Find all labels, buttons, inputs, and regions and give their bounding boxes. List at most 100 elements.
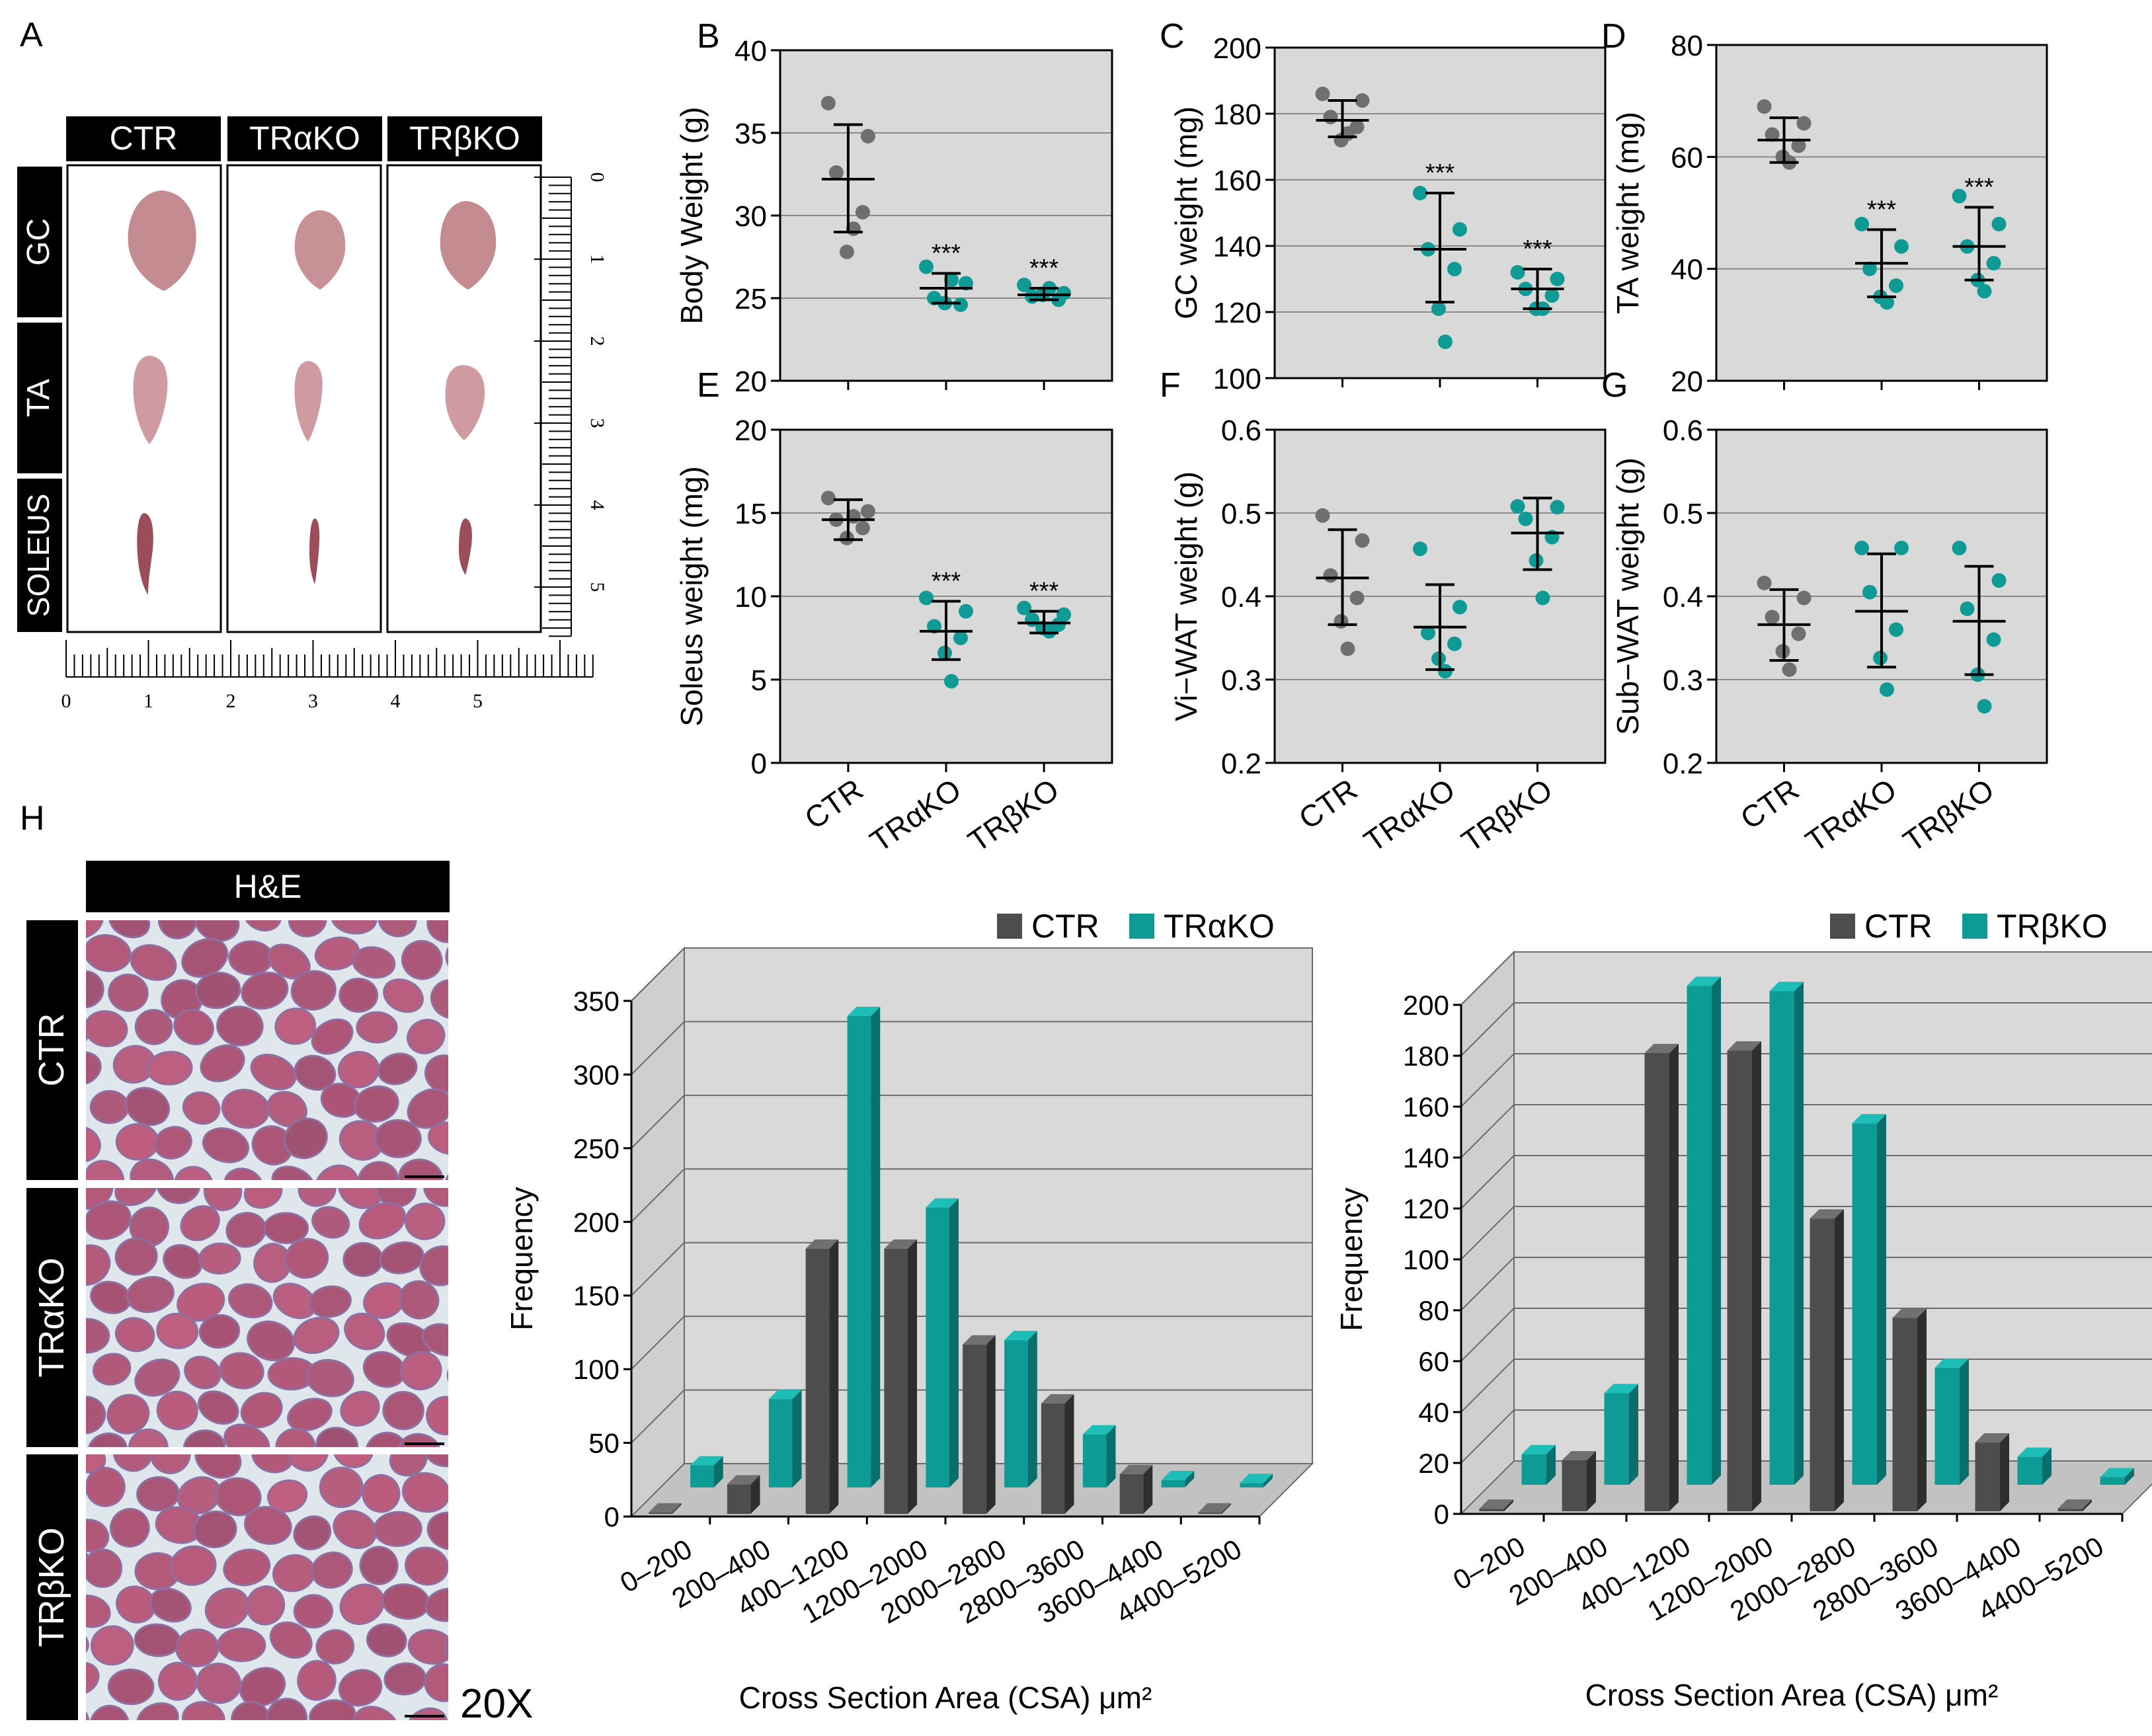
data-point (1340, 641, 1355, 656)
row-header-gc-bg (17, 167, 62, 317)
bar-ctr-side (2083, 1499, 2092, 1511)
soleus-muscle-trako (309, 518, 320, 584)
data-point (1042, 623, 1057, 639)
y-tick-label: 50 (588, 1428, 619, 1459)
x-group-label: TRαKO (863, 772, 967, 859)
muscle-fiber (86, 1595, 111, 1628)
bar-ko-top (2017, 1447, 2052, 1457)
col-header-trbko: TRβKO (409, 120, 520, 157)
muscle-fiber (378, 920, 417, 937)
bar-ctr-side (829, 1239, 839, 1514)
data-point (1757, 575, 1772, 590)
ruler-vertical: 0 1 2 3 4 5 (534, 173, 608, 637)
muscle-fiber (217, 1628, 266, 1663)
bar-ko-side (2125, 1468, 2134, 1485)
muscle-fiber (266, 1091, 307, 1128)
muscle-fiber (86, 1703, 90, 1720)
hist-row-trako: TRαKO (32, 1257, 71, 1377)
y-tick-label: 40 (735, 35, 767, 67)
data-point (944, 272, 959, 288)
bar-ctr (1892, 1318, 1917, 1511)
muscle-fiber (182, 1429, 226, 1447)
muscle-fiber (407, 1629, 448, 1665)
bar-ko-top (2100, 1468, 2134, 1478)
data-point (1349, 590, 1365, 606)
data-point (1796, 590, 1812, 606)
muscle-fiber (331, 920, 378, 935)
muscle-fiber (366, 1623, 407, 1657)
muscle-fiber (491, 1398, 530, 1431)
hist-row-trbko: TRβKO (32, 1527, 71, 1647)
data-point (1880, 295, 1894, 310)
bar-ko (1934, 1367, 1960, 1485)
data-point (1991, 216, 2007, 231)
ta-muscle-trako (294, 361, 323, 442)
panel-letter-e: E (697, 366, 720, 405)
muscle-fiber (333, 1454, 374, 1468)
gridline-side (1460, 1359, 1515, 1413)
legend-swatch-ko (1129, 914, 1154, 939)
bar-ko (1769, 991, 1794, 1485)
data-point (1862, 584, 1877, 600)
muscle-fiber (134, 1009, 173, 1045)
muscle-fiber (40, 861, 87, 906)
bar-ko-side (871, 1006, 881, 1487)
bar-ctr-side (1064, 1394, 1074, 1514)
muscle-fiber (451, 1089, 498, 1134)
muscle-fiber (130, 1158, 175, 1180)
bar-ko-side (1629, 1384, 1638, 1485)
muscle-fiber (466, 896, 517, 935)
x-group-label: CTR (1293, 772, 1363, 836)
muscle-fiber (293, 1594, 334, 1629)
data-point (1355, 533, 1370, 548)
legend-label-ctr: CTR (1864, 908, 1933, 945)
data-point (1894, 540, 1909, 555)
y-tick-label: 80 (1418, 1295, 1449, 1326)
bar-ko (926, 1207, 949, 1487)
muscle-fiber (240, 1392, 283, 1429)
ruler-v-label: 0 (586, 173, 608, 182)
muscle-fiber (305, 1359, 354, 1398)
y-tick-label: 80 (1671, 30, 1703, 62)
muscle-fiber (114, 1317, 155, 1353)
bar-ctr-side (1587, 1451, 1596, 1511)
data-point (1889, 622, 1903, 637)
bar-ko (768, 1399, 793, 1487)
muscle-fiber (421, 1323, 448, 1357)
data-point (860, 129, 875, 143)
bar-ctr-top (884, 1239, 917, 1249)
muscle-fiber (471, 1513, 518, 1557)
y-tick-label: 20 (735, 366, 767, 398)
y-tick-label: 20 (735, 414, 767, 447)
bar-ko (2100, 1477, 2125, 1485)
x-group-label: TRαKO (1799, 772, 1902, 859)
muscle-fiber (110, 1508, 150, 1548)
data-point (839, 245, 854, 259)
bar-ctr-top (1644, 1044, 1679, 1053)
muscle-fiber (244, 1506, 292, 1545)
gc-muscle-ctr (128, 190, 196, 291)
muscle-fiber (241, 971, 289, 1010)
panel-letter-a: A (20, 16, 43, 54)
gridline-side (631, 947, 685, 1002)
legend-label-ko: TRβKO (1997, 908, 2108, 945)
muscle-fiber (319, 1466, 364, 1509)
muscle-fiber (293, 1515, 332, 1551)
gridline-side (631, 1021, 685, 1076)
ruler-v-label: 2 (586, 336, 608, 346)
y-tick-label: 60 (1671, 141, 1703, 174)
muscle-fiber (223, 1423, 270, 1447)
muscle-fiber (86, 1466, 126, 1507)
muscle-fiber (344, 1312, 385, 1351)
csa-histogram-trbko: 0204060801001201401601802000–200200–4004… (1334, 908, 2152, 1712)
bar-ko-side (1712, 976, 1721, 1485)
muscle-fiber (400, 1351, 442, 1391)
data-point (1952, 188, 1967, 204)
ta-muscle-trbko (445, 365, 485, 440)
muscle-fiber (461, 1425, 515, 1474)
bar-ko-side (2042, 1447, 2052, 1485)
gridline-side (1460, 951, 1515, 1006)
y-tick-label: 180 (1213, 99, 1261, 131)
muscle-fiber (401, 939, 443, 980)
muscle-fiber (288, 920, 327, 937)
